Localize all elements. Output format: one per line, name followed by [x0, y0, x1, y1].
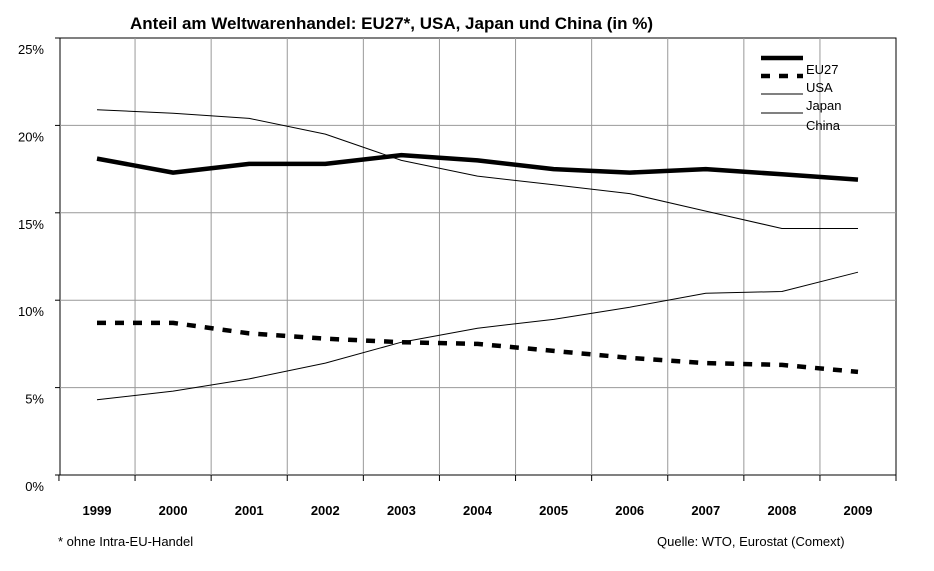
- legend-label-usa: USA: [806, 80, 833, 95]
- series-line-eu27: [96, 152, 859, 182]
- x-tick-label: 2005: [539, 503, 568, 518]
- y-tick-label: 0%: [25, 479, 44, 494]
- x-tick-label: 2007: [691, 503, 720, 518]
- y-tick-label: 15%: [18, 217, 44, 232]
- legend: EU27 USA Japan China: [761, 55, 841, 133]
- y-tick-label: 25%: [18, 42, 44, 57]
- x-tick-label: 1999: [83, 503, 112, 518]
- chart-title: Anteil am Weltwarenhandel: EU27*, USA, J…: [130, 14, 653, 33]
- y-tick-label: 10%: [18, 304, 44, 319]
- x-axis-ticks: 1999 2000 2001 2002 2003 2004 2005 2006 2007 2008…: [58, 475, 897, 518]
- legend-label-china: China: [806, 118, 841, 133]
- series-line-japan: [96, 109, 858, 229]
- x-tick-label: 2003: [387, 503, 416, 518]
- x-tick-label: 2001: [235, 503, 264, 518]
- y-tick-label: 20%: [18, 129, 44, 144]
- y-tick-label: 5%: [25, 392, 44, 407]
- series-line-usa: [97, 320, 859, 375]
- legend-label-japan: Japan: [806, 98, 841, 113]
- series-lines: [96, 109, 859, 401]
- x-tick-label: 2000: [159, 503, 188, 518]
- y-axis-ticks: 0% 5% 10% 15% 20% 25%: [18, 37, 60, 494]
- x-tick-label: 2002: [311, 503, 340, 518]
- legend-label-eu27: EU27: [806, 62, 839, 77]
- source-note: Quelle: WTO, Eurostat (Comext): [657, 534, 845, 549]
- grid-lines: [60, 38, 896, 475]
- x-tick-label: 2004: [463, 503, 493, 518]
- x-tick-label: 2009: [844, 503, 873, 518]
- series-line-china: [96, 271, 859, 401]
- x-tick-label: 2006: [615, 503, 644, 518]
- x-tick-label: 2008: [767, 503, 796, 518]
- footnote: * ohne Intra-EU-Handel: [58, 534, 194, 549]
- plot-area: [59, 37, 897, 476]
